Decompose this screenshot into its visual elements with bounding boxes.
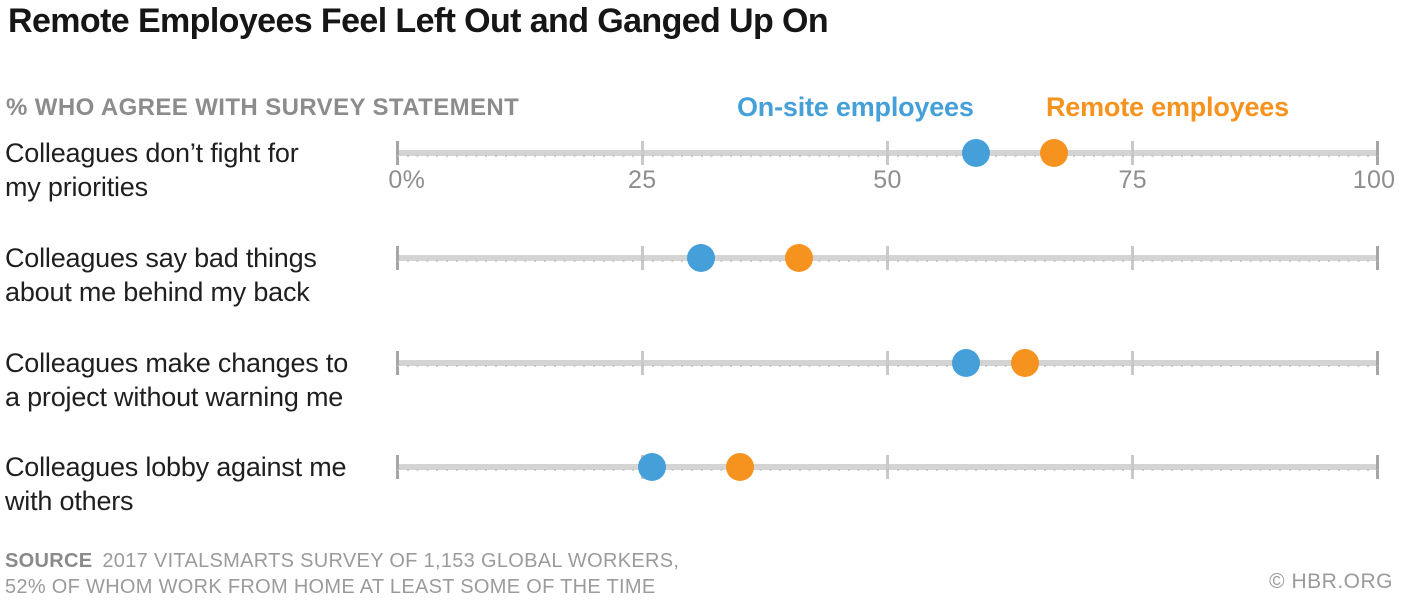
tick-50: [886, 141, 889, 165]
x-tick-label-75: 75: [1118, 166, 1147, 194]
category-label: Colleagues make changes to a project wit…: [5, 346, 393, 414]
category-label-line: about me behind my back: [5, 277, 310, 307]
tick-50: [886, 351, 889, 375]
tick-100: [1376, 141, 1379, 165]
tick-100: [1376, 246, 1379, 270]
tick-25: [640, 351, 644, 375]
category-label-line: Colleagues don’t fight for: [5, 138, 299, 168]
x-tick-label-25: 25: [628, 166, 657, 194]
source-line-1: SOURCE 2017 VITALSMARTS SURVEY OF 1,153 G…: [5, 548, 679, 574]
tick-75: [1131, 351, 1135, 375]
tick-100: [1376, 455, 1379, 479]
tick-0: [396, 351, 399, 375]
onsite-dot: [951, 349, 980, 377]
category-label: Colleagues say bad things about me behin…: [5, 241, 393, 309]
source-label: SOURCE: [5, 550, 93, 572]
category-label: Colleagues lobby against me with others: [5, 450, 393, 518]
axis-track: [396, 453, 1379, 481]
x-axis-labels: 0% 25 50 75 100: [388, 166, 1395, 196]
tick-0: [396, 246, 399, 270]
axis-track: [396, 244, 1379, 272]
tick-25: [640, 246, 644, 270]
source-text-1: 2017 VITALSMARTS SURVEY OF 1,153 GLOBAL …: [102, 550, 680, 572]
remote-dot: [726, 453, 755, 481]
category-label-line: Colleagues lobby against me: [5, 452, 347, 482]
x-tick-label-50: 50: [873, 166, 902, 194]
source-note: SOURCE 2017 VITALSMARTS SURVEY OF 1,153 G…: [5, 548, 679, 600]
category-label: Colleagues don’t fight for my priorities: [5, 136, 393, 204]
category-label-line: a project without warning me: [5, 382, 344, 412]
category-label-line: my priorities: [5, 172, 148, 202]
x-tick-label-0: 0%: [388, 166, 426, 194]
onsite-dot: [687, 244, 716, 272]
axis-track: [396, 349, 1379, 377]
x-tick-label-100: 100: [1352, 166, 1396, 194]
category-label-line: Colleagues make changes to: [5, 348, 349, 378]
axis-track: [396, 139, 1379, 167]
tick-50: [886, 455, 889, 479]
category-label-line: with others: [5, 486, 134, 516]
tick-25: [640, 141, 644, 165]
onsite-dot: [638, 453, 667, 481]
legend-remote-employees: Remote employees: [1046, 92, 1289, 122]
chart-subtitle: % WHO AGREE WITH SURVEY STATEMENT: [6, 94, 520, 121]
tick-0: [396, 455, 399, 479]
tick-75: [1131, 141, 1135, 165]
tick-75: [1131, 246, 1135, 270]
remote-dot: [1010, 349, 1039, 377]
onsite-dot: [961, 139, 990, 167]
tick-0: [396, 141, 399, 165]
tick-75: [1131, 455, 1135, 479]
legend-onsite-employees: On-site employees: [737, 92, 974, 122]
remote-dot: [785, 244, 814, 272]
source-text-2: 52% OF WHOM WORK FROM HOME AT LEAST SOME…: [5, 576, 656, 598]
category-label-line: Colleagues say bad things: [5, 243, 317, 273]
tick-50: [886, 246, 889, 270]
hbr-credit: © HBR.ORG: [1269, 570, 1393, 593]
tick-100: [1376, 351, 1379, 375]
remote-dot: [1040, 139, 1069, 167]
chart-title: Remote Employees Feel Left Out and Gange…: [8, 2, 829, 40]
